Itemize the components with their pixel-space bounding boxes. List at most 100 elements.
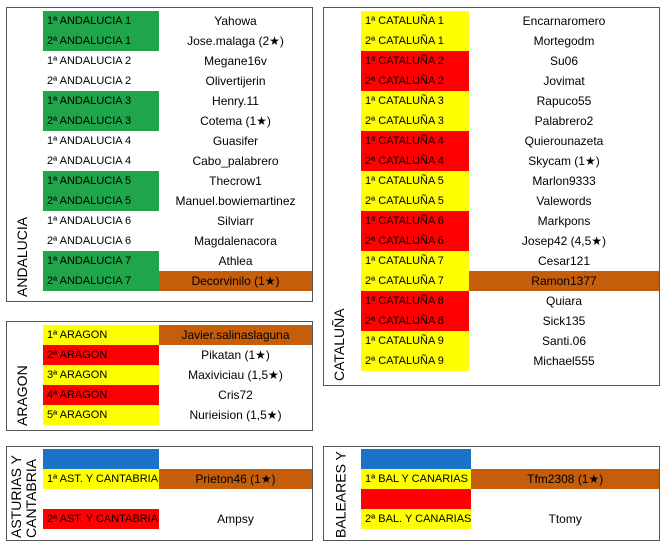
player-cell: Jose.malaga (2★) bbox=[159, 31, 312, 51]
group-cell: 2ª CATALUÑA 7 bbox=[361, 271, 469, 291]
group-cell: 1ª ANDALUCIA 3 bbox=[43, 91, 159, 111]
table-andalucia: 1ª ANDALUCIA 1 Yahowa 2ª ANDALUCIA 1 Jose.m… bbox=[43, 11, 312, 291]
group-cell: 1ª AST. Y CANTABRIA bbox=[43, 469, 159, 489]
table-row: 2ª ANDALUCIA 6 Magdalenacora bbox=[43, 231, 312, 251]
player-cell: Encarnaromero bbox=[469, 11, 659, 31]
player-cell: Josep42 (4,5★) bbox=[469, 231, 659, 251]
player-cell: Michael555 bbox=[469, 351, 659, 371]
player-cell: Santi.06 bbox=[469, 331, 659, 351]
group-cell: 1ª CATALUÑA 6 bbox=[361, 211, 469, 231]
group-cell: 2ª ARAGON bbox=[43, 345, 159, 365]
player-cell: Olivertijerin bbox=[159, 71, 312, 91]
panel-andalucia: ANDALUCIA 1ª ANDALUCIA 1 Yahowa 2ª ANDALUC… bbox=[6, 7, 313, 302]
table-row: 2ª ANDALUCIA 2 Olivertijerin bbox=[43, 71, 312, 91]
table-row: 1ª CATALUÑA 6 Markpons bbox=[361, 211, 659, 231]
table-row: 1ª ANDALUCIA 4 Guasifer bbox=[43, 131, 312, 151]
group-cell: 2ª ANDALUCIA 2 bbox=[43, 71, 159, 91]
table-row: 2ª ANDALUCIA 7 Decorvinilo (1★) bbox=[43, 271, 312, 291]
panel-baleares: BALEARES Y 1ª BAL Y CANARIAS Tfm2308 (1★)… bbox=[323, 446, 660, 541]
group-cell: 1ª ANDALUCIA 6 bbox=[43, 211, 159, 231]
group-cell: 2ª ANDALUCIA 1 bbox=[43, 31, 159, 51]
player-cell: Decorvinilo (1★) bbox=[159, 271, 312, 291]
table-row: 2ª CATALUÑA 1 Mortegodm bbox=[361, 31, 659, 51]
table-row: 2ª AST. Y CANTABRIA Ampsy bbox=[43, 509, 312, 529]
table-row: 2ª CATALUÑA 3 Palabrero2 bbox=[361, 111, 659, 131]
player-cell: Cotema (1★) bbox=[159, 111, 312, 131]
group-cell: 1ª CATALUÑA 7 bbox=[361, 251, 469, 271]
table-row: 1ª CATALUÑA 3 Rapuco55 bbox=[361, 91, 659, 111]
player-cell: Henry.11 bbox=[159, 91, 312, 111]
table-row: 2ª CATALUÑA 5 Valewords bbox=[361, 191, 659, 211]
player-cell: Ramon1377 bbox=[469, 271, 659, 291]
player-cell bbox=[471, 449, 659, 469]
player-cell: Tfm2308 (1★) bbox=[471, 469, 659, 489]
table-row: 1ª CATALUÑA 2 Su06 bbox=[361, 51, 659, 71]
group-cell: 4ª ARAGON bbox=[43, 385, 159, 405]
table-row: 1ª ANDALUCIA 7 Athlea bbox=[43, 251, 312, 271]
table-row: 1ª CATALUÑA 7 Cesar121 bbox=[361, 251, 659, 271]
table-row: 1ª ANDALUCIA 1 Yahowa bbox=[43, 11, 312, 31]
table-row: 2ª CATALUÑA 7 Ramon1377 bbox=[361, 271, 659, 291]
table-row: 2ª ANDALUCIA 3 Cotema (1★) bbox=[43, 111, 312, 131]
group-cell: 2ª CATALUÑA 4 bbox=[361, 151, 469, 171]
player-cell: Thecrow1 bbox=[159, 171, 312, 191]
player-cell: Guasifer bbox=[159, 131, 312, 151]
table-row: 1ª AST. Y CANTABRIA Prieton46 (1★) bbox=[43, 469, 312, 489]
table-row: 2ª ANDALUCIA 1 Jose.malaga (2★) bbox=[43, 31, 312, 51]
group-cell: 2ª BAL. Y CANARIAS bbox=[361, 509, 472, 529]
group-cell: 1ª ANDALUCIA 5 bbox=[43, 171, 159, 191]
group-cell: 2ª CATALUÑA 1 bbox=[361, 31, 469, 51]
panel-aragon: ARAGON 1ª ARAGON Javier.salinaslaguna 2ª A… bbox=[6, 321, 313, 431]
player-cell: Palabrero2 bbox=[469, 111, 659, 131]
player-cell: Skycam (1★) bbox=[469, 151, 659, 171]
group-cell: 1ª CATALUÑA 3 bbox=[361, 91, 469, 111]
group-cell: 1ª CATALUÑA 4 bbox=[361, 131, 469, 151]
player-cell bbox=[159, 449, 312, 469]
group-cell: 2ª ANDALUCIA 5 bbox=[43, 191, 159, 211]
region-label-andalucia: ANDALUCIA bbox=[14, 216, 30, 297]
player-cell: Quiara bbox=[469, 291, 659, 311]
player-cell: Su06 bbox=[469, 51, 659, 71]
player-cell: Pikatan (1★) bbox=[159, 345, 312, 365]
table-row: 2ª CATALUÑA 4 Skycam (1★) bbox=[361, 151, 659, 171]
player-cell: Cris72 bbox=[159, 385, 312, 405]
table-row: 1ª ANDALUCIA 3 Henry.11 bbox=[43, 91, 312, 111]
player-cell bbox=[159, 489, 312, 509]
player-cell: Megane16v bbox=[159, 51, 312, 71]
group-cell: 1ª CATALUÑA 1 bbox=[361, 11, 469, 31]
group-cell: 1ª CATALUÑA 2 bbox=[361, 51, 469, 71]
player-cell: Ampsy bbox=[159, 509, 312, 529]
group-cell: 2ª CATALUÑA 2 bbox=[361, 71, 469, 91]
group-cell: 1ª CATALUÑA 9 bbox=[361, 331, 469, 351]
group-cell: 5ª ARAGON bbox=[43, 405, 159, 425]
group-cell: 2ª ANDALUCIA 4 bbox=[43, 151, 159, 171]
player-cell: Athlea bbox=[159, 251, 312, 271]
group-cell: 1ª CATALUÑA 8 bbox=[361, 291, 469, 311]
group-cell: 2ª ANDALUCIA 6 bbox=[43, 231, 159, 251]
table-row: 1ª ANDALUCIA 5 Thecrow1 bbox=[43, 171, 312, 191]
player-cell: Marlon9333 bbox=[469, 171, 659, 191]
table-row: 2ª CATALUÑA 2 Jovimat bbox=[361, 71, 659, 91]
table-aragon: 1ª ARAGON Javier.salinaslaguna 2ª ARAGON Pi… bbox=[43, 325, 312, 425]
table-baleares: 1ª BAL Y CANARIAS Tfm2308 (1★) 2ª BAL. Y C… bbox=[361, 449, 659, 529]
table-row: 1ª ANDALUCIA 2 Megane16v bbox=[43, 51, 312, 71]
group-cell bbox=[43, 449, 159, 469]
table-row: 1ª CATALUÑA 9 Santi.06 bbox=[361, 331, 659, 351]
region-label-asturias: ASTURIAS Y CANTABRIA bbox=[8, 455, 39, 538]
group-cell: 3ª ARAGON bbox=[43, 365, 159, 385]
player-cell: Valewords bbox=[469, 191, 659, 211]
table-row bbox=[361, 449, 659, 469]
table-row: 1ª CATALUÑA 5 Marlon9333 bbox=[361, 171, 659, 191]
table-row: 1ª CATALUÑA 8 Quiara bbox=[361, 291, 659, 311]
player-cell: Yahowa bbox=[159, 11, 312, 31]
player-cell: Silviarr bbox=[159, 211, 312, 231]
table-row: 1ª CATALUÑA 1 Encarnaromero bbox=[361, 11, 659, 31]
table-row bbox=[43, 489, 312, 509]
table-row: 2ª BAL. Y CANARIAS Ttomy bbox=[361, 509, 659, 529]
player-cell: Sick135 bbox=[469, 311, 659, 331]
group-cell: 2ª CATALUÑA 3 bbox=[361, 111, 469, 131]
player-cell: Maxiviciau (1,5★) bbox=[159, 365, 312, 385]
player-cell: Jovimat bbox=[469, 71, 659, 91]
table-row: 1ª CATALUÑA 4 Quierounazeta bbox=[361, 131, 659, 151]
